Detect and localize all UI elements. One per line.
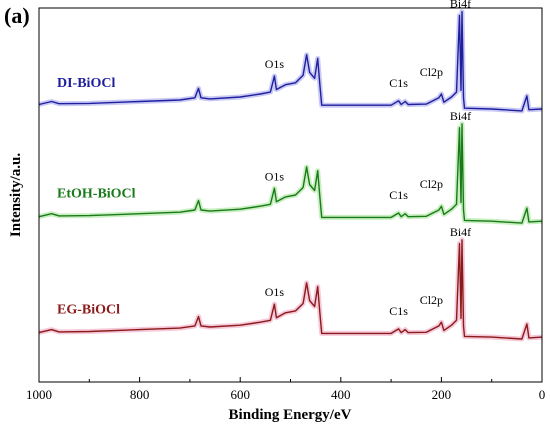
series-label-1: EtOH-BiOCl [57, 186, 136, 201]
x-tick-label-800: 800 [130, 387, 150, 402]
series-line-0 [38, 11, 543, 112]
peak-label-bi4f-1: Bi4f [450, 109, 471, 123]
x-tick-label-400: 400 [331, 387, 351, 402]
peak-label-c1s-1: C1s [389, 188, 408, 202]
peak-label-bi4f-2: Bi4f [450, 225, 471, 239]
x-tick-label-200: 200 [432, 387, 452, 402]
peak-label-o1s-1: O1s [265, 169, 285, 183]
peak-label-c1s-2: C1s [389, 304, 408, 318]
peak-label-cl2p-0: Cl2p [420, 65, 443, 79]
series-label-2: EG-BiOCl [57, 302, 120, 317]
peak-label-o1s-0: O1s [265, 57, 285, 71]
y-axis-title: Intensity/a.u. [8, 153, 24, 237]
peak-label-cl2p-1: Cl2p [420, 177, 443, 191]
series-line-2 [38, 239, 543, 340]
plot-series-group: DI-BiOCl EtOH-BiOCl EG-BiOCl [38, 9, 543, 342]
series-label-0: DI-BiOCl [57, 76, 115, 91]
x-tick-label-1000: 1000 [26, 387, 52, 402]
x-axis: 1000 800 600 400 200 0 [26, 377, 545, 402]
peak-label-cl2p-2: Cl2p [420, 293, 443, 307]
series-glow-0 [38, 9, 543, 114]
peak-label-bi4f-0: Bi4f [450, 0, 471, 11]
plot-annotations-group: O1s C1s Cl2p Bi4f O1s C1s Cl2p Bi4f O1s C1s Cl2p Bi… [265, 0, 471, 318]
series-glow-2 [38, 237, 543, 342]
peak-label-c1s-0: C1s [389, 76, 408, 90]
series-line-1 [38, 123, 543, 224]
peak-label-o1s-2: O1s [265, 285, 285, 299]
x-tick-label-0: 0 [539, 387, 546, 402]
series-glow-1 [38, 121, 543, 226]
x-tick-label-600: 600 [230, 387, 250, 402]
figure-label: (a) [4, 3, 30, 28]
x-axis-title: Binding Energy/eV [229, 407, 352, 423]
